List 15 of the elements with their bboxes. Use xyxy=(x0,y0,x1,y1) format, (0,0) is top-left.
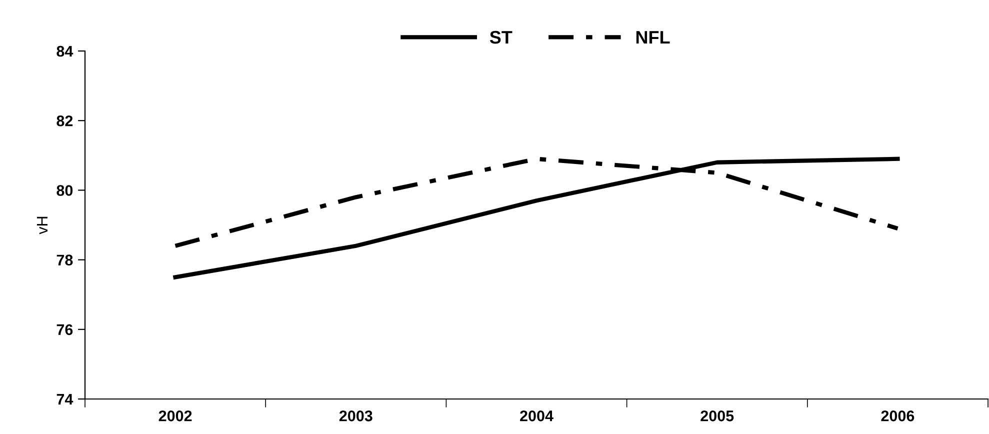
y-tick-label: 76 xyxy=(56,324,73,336)
legend-label: NFL xyxy=(636,31,670,44)
y-tick-label: 82 xyxy=(56,115,73,126)
y-tick-label: 84 xyxy=(56,46,74,57)
y-axis-title: vH xyxy=(36,216,48,234)
y-tick-label: 78 xyxy=(56,254,73,266)
x-tick-label: 2006 xyxy=(881,410,914,422)
x-tick-label: 2003 xyxy=(339,410,372,422)
legend-label: ST xyxy=(490,30,512,44)
y-tick-label: 80 xyxy=(56,185,73,196)
x-tick-label: 2004 xyxy=(520,410,554,422)
x-tick-label: 2005 xyxy=(700,410,734,422)
y-tick-label: 74 xyxy=(56,394,74,405)
line-series xyxy=(173,156,900,280)
x-tick-label: 2002 xyxy=(158,410,192,422)
